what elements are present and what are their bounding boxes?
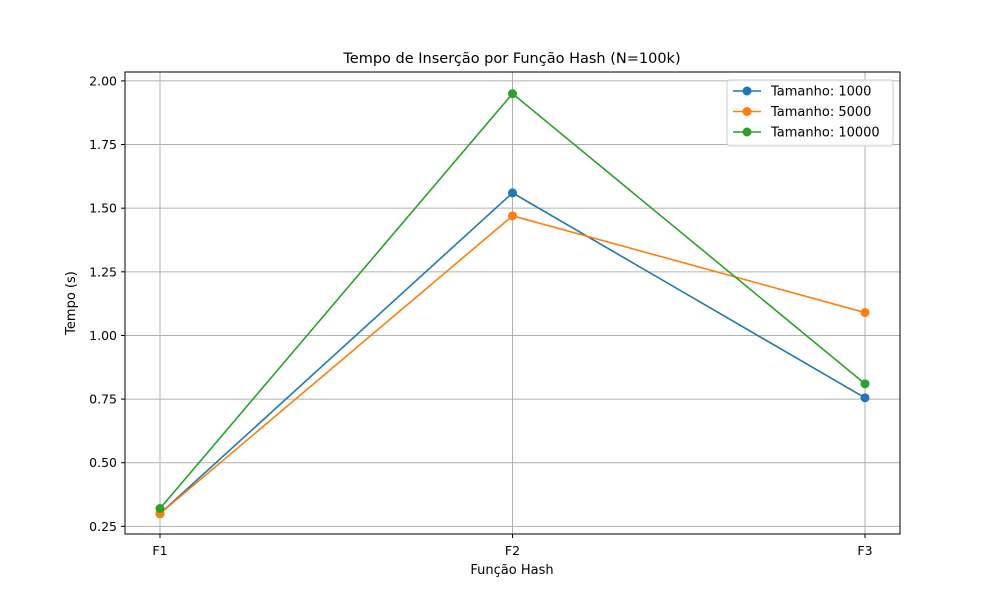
legend-marker [742,86,752,96]
legend-entry: Tamanho: 1000 [733,85,871,100]
data-point [155,504,165,514]
legend-label: Tamanho: 1000 [770,85,871,100]
y-tick-label: 0.75 [89,392,117,407]
legend-label: Tamanho: 5000 [770,105,871,120]
y-axis-label: Tempo (s) [64,271,79,336]
axis-ticks: F1 F2 F3 0.25 0.50 0.75 1.00 1.25 1.50 1.75 2.00 [89,73,872,558]
x-axis-label: Função Hash [470,563,553,578]
x-tick-label: F3 [857,543,872,558]
y-tick-label: 2.00 [89,73,117,88]
chart-title: Tempo de Inserção por Função Hash (N=100… [342,51,680,67]
series-group [155,89,870,519]
legend-frame [726,79,894,147]
series-3 [155,89,870,514]
y-tick-label: 0.50 [89,455,117,470]
data-point [508,89,517,99]
data-point [508,188,517,198]
legend: Tamanho: 1000 Tamanho: 5000 Tamanho: 10000 [726,79,894,147]
data-point [860,393,870,403]
y-tick-label: 0.25 [89,519,117,534]
legend-entry: Tamanho: 10000 [733,126,880,141]
legend-marker [742,127,752,137]
y-tick-label: 1.00 [89,328,117,343]
x-tick-label: F1 [152,543,167,558]
legend-marker [742,107,752,116]
legend-label: Tamanho: 10000 [770,126,880,141]
y-tick-label: 1.25 [89,264,117,279]
data-point [508,211,517,221]
y-tick-label: 1.75 [89,137,117,152]
legend-entry: Tamanho: 5000 [733,105,871,120]
y-tick-label: 1.50 [89,201,117,216]
data-point [860,379,870,389]
data-point [860,308,870,318]
x-tick-label: F2 [505,543,520,558]
